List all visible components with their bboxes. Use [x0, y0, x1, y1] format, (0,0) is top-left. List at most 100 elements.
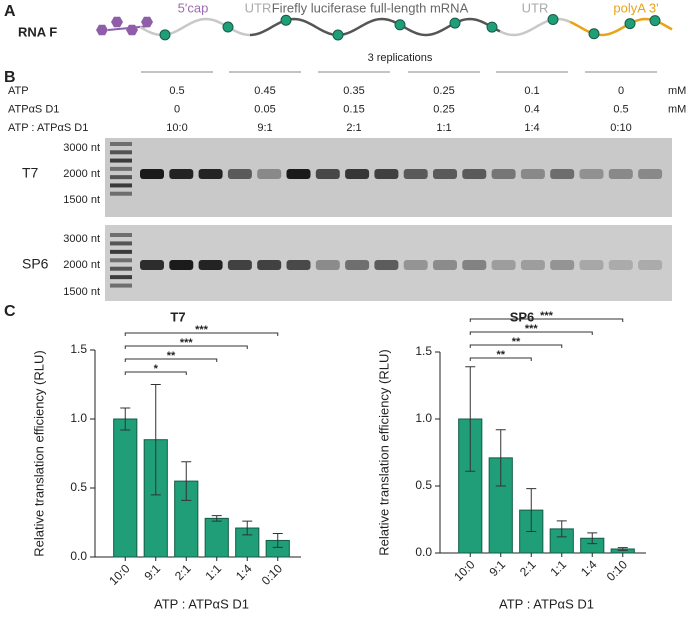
gel-band: [579, 169, 604, 179]
y-tick-label: 1.0: [415, 411, 432, 425]
row-label: ATP : ATPαS D1: [8, 122, 88, 134]
gel-band: [462, 169, 487, 179]
gel-band: [227, 169, 252, 179]
cell: 0:10: [610, 122, 631, 134]
x-axis-label: ATP : ATPαS D1: [154, 596, 249, 611]
cell: 1:1: [436, 122, 451, 134]
rna-bead: [222, 21, 234, 33]
ladder-band: [110, 275, 132, 280]
cell: 10:0: [166, 122, 187, 134]
panel-label: C: [4, 303, 16, 320]
x-tick-label: 1:1: [547, 557, 569, 579]
error-bar: [242, 520, 253, 536]
ladder-band: [110, 142, 132, 146]
significance-label: **: [512, 336, 521, 348]
error-bar: [150, 384, 161, 496]
y-tick-label: 1.5: [415, 344, 432, 358]
significance-label: **: [167, 350, 176, 362]
chart-title: SP6: [510, 309, 535, 324]
ladder-band: [110, 158, 132, 163]
significance-bracket: [469, 331, 593, 335]
error-bar: [495, 429, 506, 487]
gel-band: [257, 260, 282, 270]
panel-label: B: [4, 69, 16, 86]
cell: 0.1: [524, 85, 539, 97]
gel-band: [433, 169, 457, 179]
replications-label: 3 replications: [368, 52, 433, 64]
ladder-band: [110, 175, 132, 180]
unit: mM: [668, 85, 686, 97]
gel-band: [198, 169, 223, 179]
rna-label: RNA F: [18, 24, 57, 39]
significance-label: **: [496, 349, 505, 361]
y-axis-label: Relative translation efficiency (RLU): [376, 349, 391, 555]
significance-bracket: [124, 371, 187, 375]
significance-bracket: [469, 357, 532, 361]
ladder-band: [110, 150, 132, 155]
marker-label: 2000 nt: [63, 259, 100, 271]
gel-band: [462, 260, 487, 270]
ladder-band: [110, 258, 132, 263]
gel-band: [638, 260, 663, 270]
cap-sugar: [96, 24, 108, 36]
error-bar: [617, 547, 628, 551]
y-tick-label: 0.5: [70, 480, 87, 494]
gel-band: [608, 169, 633, 179]
gel-band: [169, 169, 194, 179]
gel-band: [169, 260, 194, 270]
polya-label: polyA 3': [613, 0, 658, 15]
marker-label: 3000 nt: [63, 233, 100, 245]
chart-title: T7: [170, 309, 185, 324]
gel-band: [374, 169, 399, 179]
rna-bead: [394, 19, 406, 31]
x-tick-label: 9:1: [486, 557, 508, 579]
gel-band: [286, 260, 311, 270]
error-bar: [587, 532, 598, 545]
significance-bracket: [124, 358, 218, 362]
error-bar: [211, 515, 222, 522]
row-label: ATPαS D1: [8, 103, 59, 115]
ladder-band: [110, 183, 132, 188]
ladder-band: [110, 191, 132, 196]
ladder-band: [110, 233, 132, 237]
cell: 2:1: [346, 122, 361, 134]
gel-band: [433, 260, 457, 270]
rna-bead: [159, 29, 171, 41]
cell: 0.5: [169, 85, 184, 97]
marker-label: 2000 nt: [63, 168, 100, 180]
ladder-band: [110, 283, 132, 288]
significance-label: ***: [195, 324, 209, 336]
y-tick-label: 0.0: [70, 549, 87, 563]
gel-band: [403, 260, 428, 270]
rna-bead: [449, 17, 461, 29]
gel-name: T7: [22, 165, 39, 181]
ladder-band: [110, 249, 132, 254]
orf-label: Firefly luciferase full-length mRNA: [272, 0, 469, 15]
cap-label: 5'cap: [178, 0, 209, 15]
gel-band: [491, 169, 516, 179]
x-tick-label: 10:0: [106, 561, 133, 588]
rna-bead: [588, 28, 600, 40]
error-bar: [526, 488, 537, 533]
rna-bead: [332, 29, 344, 41]
rna-bead: [624, 18, 636, 30]
utr-label: UTR: [522, 0, 549, 15]
bar: [113, 418, 138, 558]
significance-label: ***: [180, 337, 194, 349]
utr-label: UTR: [245, 0, 272, 15]
rna-strand: [499, 17, 571, 37]
cap-sugar: [111, 16, 123, 28]
panel-label: A: [4, 3, 16, 20]
error-bar: [465, 366, 476, 472]
marker-label: 1500 nt: [63, 194, 100, 206]
gel-band: [550, 169, 575, 179]
y-tick-label: 1.0: [70, 411, 87, 425]
gel-band: [315, 169, 340, 179]
gel-band: [520, 169, 545, 179]
marker-label: 3000 nt: [63, 142, 100, 154]
error-bar: [181, 461, 192, 501]
rna-strand: [139, 17, 251, 37]
gel-band: [345, 260, 370, 270]
